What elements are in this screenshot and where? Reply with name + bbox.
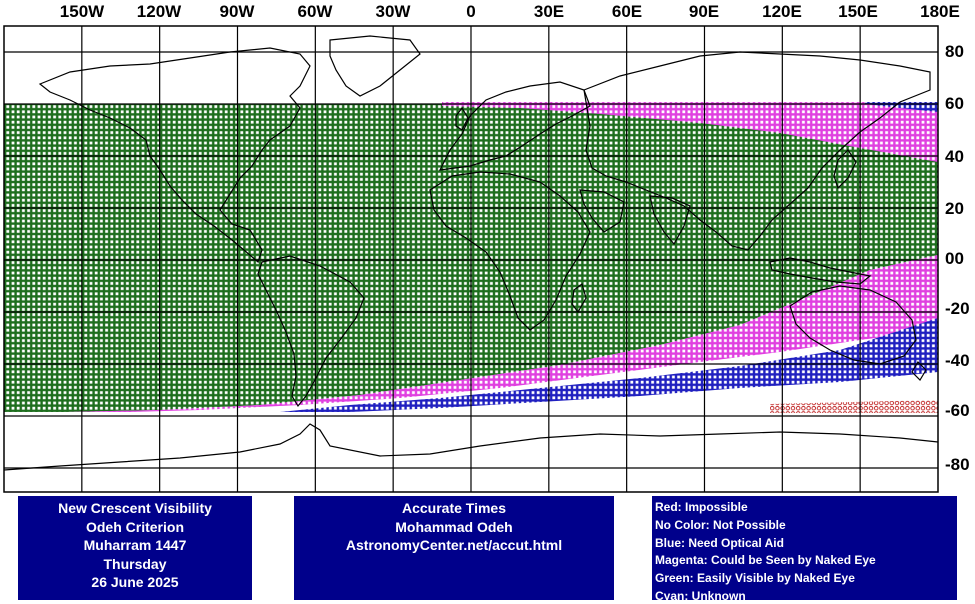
coast-new-zealand	[911, 361, 927, 381]
lat-label-60: 60	[945, 94, 964, 113]
coast-europe	[438, 81, 591, 171]
legend-nocolor: No Color: Not Possible	[655, 517, 786, 532]
region-magenta-south	[66, 255, 938, 412]
coast-india	[649, 195, 691, 246]
map-border	[3, 25, 939, 493]
coast-uk	[455, 106, 469, 131]
legend-blue: Blue: Need Optical Aid	[655, 535, 784, 550]
lon-label-90w: 90W	[219, 2, 255, 21]
criterion-name: Odeh Criterion	[85, 518, 184, 535]
coast-indonesia	[769, 257, 872, 285]
info-panel-criterion: New Crescent Visibility Odeh Criterion M…	[18, 496, 252, 600]
panel-title: New Crescent Visibility	[58, 500, 212, 516]
legend-magenta: Magenta: Could be Seen by Naked Eye	[655, 553, 876, 568]
coast-south-america	[257, 255, 365, 408]
lat-label-20: 20	[945, 199, 964, 218]
coast-north-america	[38, 47, 311, 264]
coast-arabia	[579, 189, 625, 233]
lon-label-150w: 150W	[59, 2, 105, 21]
region-magenta-north	[442, 102, 938, 162]
weekday: Thursday	[103, 555, 167, 572]
lon-label-120w: 120W	[136, 2, 182, 21]
legend-green: Green: Easily Visible by Naked Eye	[655, 571, 855, 586]
lon-label-60w: 60W	[297, 2, 333, 21]
graticule	[4, 26, 938, 492]
source-url[interactable]: AstronomyCenter.net/accut.html	[345, 537, 563, 553]
lon-label-150e: 150E	[838, 2, 878, 21]
coast-asia	[583, 51, 931, 251]
lon-label-30e: 30E	[533, 2, 565, 21]
lat-label-minus40: -40	[945, 351, 970, 370]
region-red	[770, 400, 938, 413]
lat-label-00: 00	[945, 249, 964, 268]
info-panel-source: Accurate Times Mohammad Odeh AstronomyCe…	[294, 496, 614, 600]
lat-label-minus20: -20	[945, 299, 970, 318]
coast-africa	[429, 171, 591, 331]
legend-red: Red: Impossible	[655, 500, 748, 514]
coast-japan	[833, 149, 857, 190]
legend-panel: Red: Impossible No Color: Not Possible B…	[652, 496, 957, 603]
lon-label-120e: 120E	[762, 2, 802, 21]
lat-label-minus60: -60	[945, 401, 970, 420]
source-title: Accurate Times	[401, 500, 506, 516]
lat-label-40: 40	[945, 147, 964, 166]
lon-label-180e: 180E	[920, 2, 960, 21]
coast-antarctica	[3, 423, 939, 471]
lon-label-30w: 30W	[375, 2, 411, 21]
coast-greenland	[329, 35, 421, 97]
coastlines	[3, 35, 939, 471]
gregorian-date: 26 June 2025	[91, 574, 179, 590]
legend-cyan: Cyan: Unknown	[655, 588, 746, 603]
hijri-month: Muharram 1447	[83, 537, 187, 553]
lat-label-minus80: -80	[945, 455, 970, 474]
coast-madagascar	[571, 282, 587, 314]
lon-label-0: 0	[466, 2, 476, 21]
lon-label-90e: 90E	[688, 2, 720, 21]
lat-label-80: 80	[945, 42, 964, 61]
region-blue-south	[280, 318, 938, 412]
coast-australia	[789, 285, 917, 365]
author-name: Mohammad Odeh	[395, 518, 513, 535]
lon-label-60e: 60E	[611, 2, 643, 21]
